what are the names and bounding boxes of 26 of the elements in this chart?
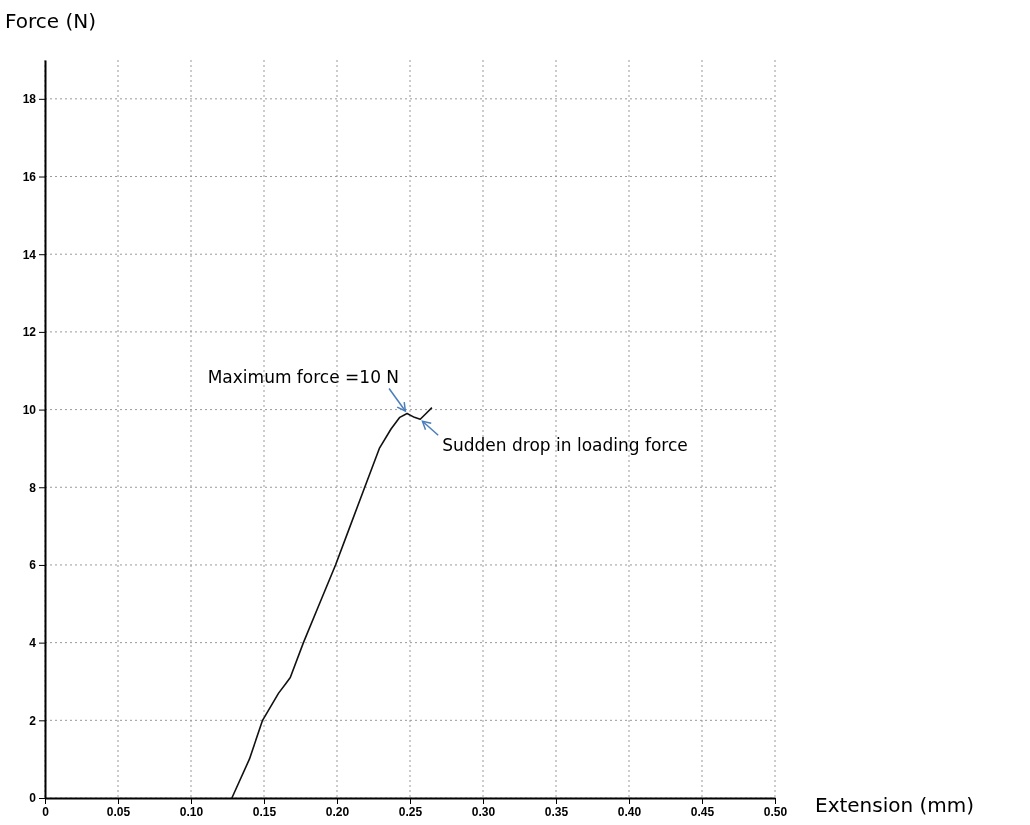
y-tick-label: 10 xyxy=(22,402,37,417)
y-tick-label: 16 xyxy=(22,169,37,184)
y-tick-label: 14 xyxy=(22,247,37,262)
y-tick-label: 18 xyxy=(22,92,37,107)
y-tick-label: 4 xyxy=(29,635,37,650)
x-tick-label: 0.40 xyxy=(617,804,642,819)
annotation: Sudden drop in loading force xyxy=(442,435,688,456)
x-tick-label: 0.15 xyxy=(252,804,277,819)
x-tick-label: 0.20 xyxy=(325,804,350,819)
annotation: Maximum force =10 N xyxy=(207,367,400,388)
x-tick-label: 0.10 xyxy=(179,804,204,819)
y-axis-title: Force (N) xyxy=(5,9,97,33)
x-tick-label: 0.05 xyxy=(106,804,131,819)
y-tick-label: 2 xyxy=(29,713,37,728)
x-tick-label: 0.30 xyxy=(471,804,496,819)
y-tick-label: 6 xyxy=(29,558,37,573)
y-tick-label: 8 xyxy=(29,480,37,495)
y-tick-label: 0 xyxy=(29,791,37,806)
x-tick-label: 0 xyxy=(42,804,50,819)
x-axis-title: Extension (mm) xyxy=(815,793,975,817)
line-series xyxy=(231,406,433,799)
x-tick-label: 0.25 xyxy=(398,804,423,819)
x-tick-label: 0.35 xyxy=(544,804,569,819)
x-tick-label: 0.45 xyxy=(690,804,715,819)
x-tick-label: 0.50 xyxy=(763,804,788,819)
y-tick-label: 12 xyxy=(22,325,37,340)
